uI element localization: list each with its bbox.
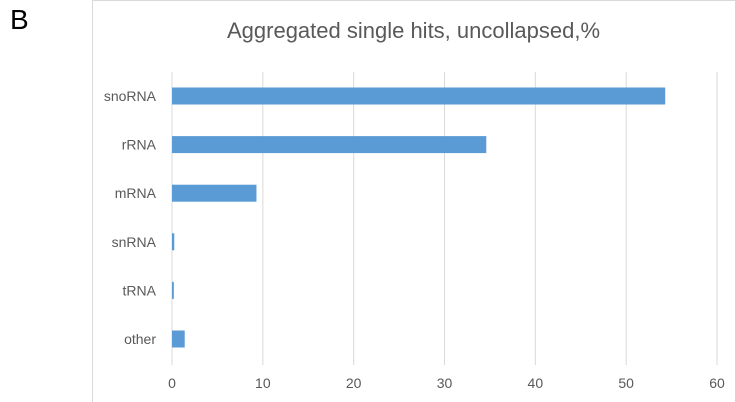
bar-mRNA bbox=[172, 184, 257, 202]
chart-title: Aggregated single hits, uncollapsed,% bbox=[226, 18, 601, 43]
bar-snRNA bbox=[172, 233, 175, 251]
category-label-mRNA: mRNA bbox=[115, 185, 157, 201]
x-tick-labels: 0 10 20 30 40 50 60 bbox=[168, 375, 725, 391]
x-tick-label-30: 30 bbox=[437, 375, 453, 391]
bars bbox=[172, 87, 666, 348]
category-labels: snoRNA rRNA mRNA snRNA tRNA other bbox=[104, 88, 157, 347]
bar-other bbox=[172, 330, 185, 348]
panel-label: B bbox=[10, 4, 29, 35]
x-tick-label-60: 60 bbox=[709, 375, 725, 391]
category-label-other: other bbox=[124, 331, 156, 347]
category-label-rRNA: rRNA bbox=[122, 137, 157, 153]
x-tick-label-50: 50 bbox=[618, 375, 634, 391]
bar-snoRNA bbox=[172, 87, 666, 105]
bar-tRNA bbox=[172, 281, 174, 299]
chart-frame bbox=[92, 0, 735, 402]
category-label-tRNA: tRNA bbox=[123, 282, 157, 298]
x-tick-label-40: 40 bbox=[528, 375, 544, 391]
gridlines bbox=[171, 72, 718, 365]
x-tick-label-10: 10 bbox=[255, 375, 271, 391]
bar-rRNA bbox=[172, 136, 487, 154]
x-tick-label-20: 20 bbox=[346, 375, 362, 391]
category-label-snRNA: snRNA bbox=[112, 234, 157, 250]
category-label-snoRNA: snoRNA bbox=[104, 88, 157, 104]
x-tick-label-0: 0 bbox=[168, 375, 176, 391]
